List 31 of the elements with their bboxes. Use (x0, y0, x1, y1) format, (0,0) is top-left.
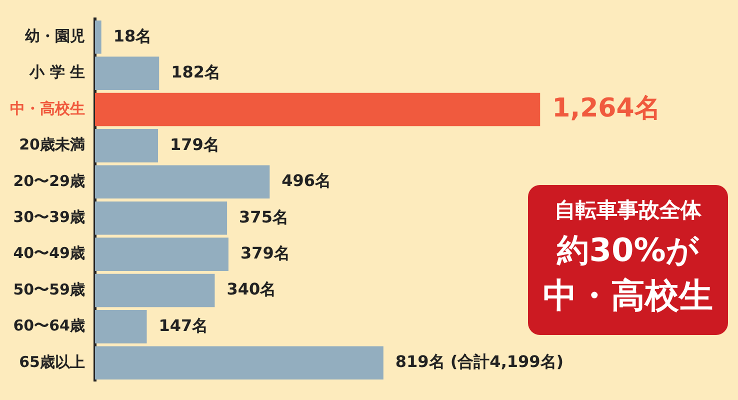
data-label: 18名 (113, 26, 152, 46)
bar (95, 274, 215, 308)
data-label: 340名 (226, 280, 276, 299)
bar (95, 165, 270, 199)
y-tick-label: 30〜39歳 (13, 208, 85, 226)
data-label: 819名 (合計4,199名) (395, 352, 564, 372)
data-label: 182名 (171, 62, 220, 82)
bar (95, 129, 158, 162)
data-label: 179名 (170, 134, 220, 154)
data-label: 379名 (240, 243, 290, 262)
bar (95, 20, 102, 54)
y-tick-label: 60〜64歳 (13, 316, 85, 335)
y-tick-label: 小 学 生 (28, 63, 85, 82)
y-tick-label: 50〜59歳 (13, 280, 85, 298)
y-tick-label: 幼・園児 (25, 26, 85, 45)
bar (95, 310, 147, 344)
data-label: 147名 (158, 316, 208, 335)
y-tick-label: 65歳以上 (19, 352, 85, 371)
bar (95, 92, 540, 126)
bar (95, 201, 228, 235)
y-tick-label: 中・高校生 (10, 99, 85, 118)
bar (95, 346, 384, 380)
y-tick-label: 20〜29歳 (13, 172, 85, 190)
data-label: 375名 (239, 207, 288, 226)
y-tick-label: 40〜49歳 (13, 244, 85, 262)
data-label: 1,264名 (552, 93, 660, 124)
y-tick-label: 20歳未満 (19, 136, 85, 154)
speech-callout: 自転車事故全体 約30%が 中・高校生 (528, 185, 728, 335)
data-label: 496名 (282, 171, 332, 190)
bar (95, 238, 228, 271)
bar (95, 56, 160, 90)
